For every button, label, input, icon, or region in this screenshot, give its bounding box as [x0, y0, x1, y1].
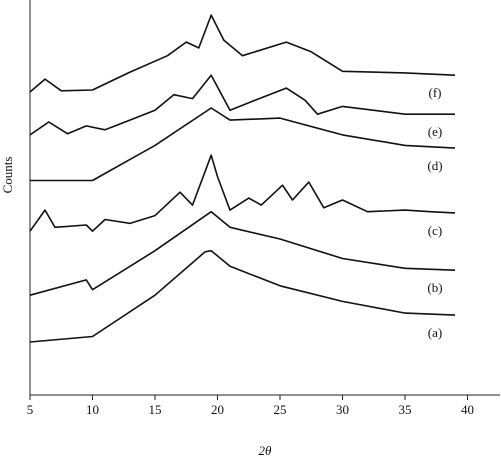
legend-label: (a): [428, 325, 442, 340]
legend-label: (b): [427, 280, 442, 295]
x-tick-label: 5: [27, 402, 34, 417]
curve: [29, 74, 455, 136]
x-tick-label: 10: [86, 402, 99, 417]
x-tick-label: 30: [336, 402, 349, 417]
curve: [29, 14, 456, 93]
x-tick-label: 35: [399, 402, 412, 417]
legend-label: (d): [427, 158, 442, 173]
y-axis-label: Counts: [0, 157, 15, 194]
curve: [29, 249, 456, 343]
x-axis-label: 2θ: [259, 443, 273, 458]
x-tick-label: 25: [274, 402, 287, 417]
curve: [30, 107, 456, 182]
curve: [29, 210, 456, 296]
x-tick-label: 40: [461, 402, 474, 417]
legend-label: (e): [428, 124, 442, 139]
x-tick-label: 20: [211, 402, 224, 417]
legend-label: (c): [428, 223, 442, 238]
curve: [29, 154, 456, 232]
x-tick-label: 15: [149, 402, 162, 417]
legend-label: (f): [429, 85, 442, 100]
